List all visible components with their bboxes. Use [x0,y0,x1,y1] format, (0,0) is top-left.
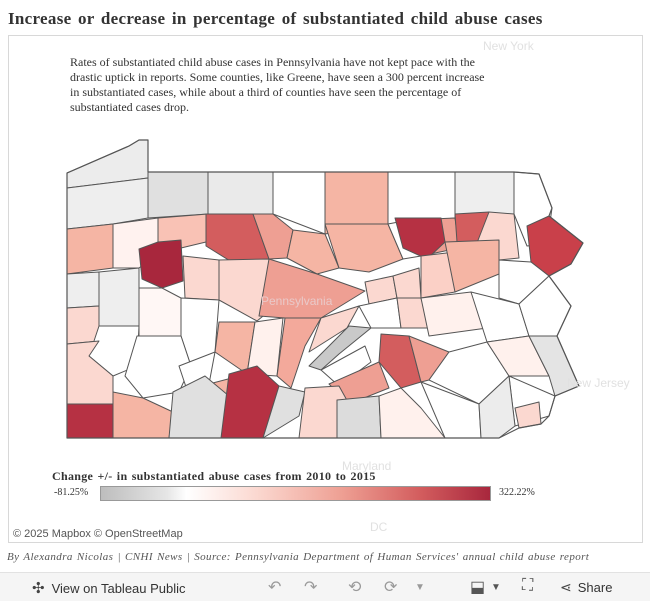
description-text: Rates of substantiated child abuse cases… [70,55,485,114]
county-fayette[interactable] [112,391,174,439]
undo-icon[interactable]: ↶ [268,579,282,596]
byline-source: By Alexandra Nicolas | CNHI News | Sourc… [7,551,590,563]
county-columbia[interactable] [392,267,422,299]
county-dauphin[interactable] [378,333,422,389]
legend-min-label: -81.25% [54,487,89,498]
county-bradford[interactable] [387,171,456,225]
county-greene[interactable] [66,403,114,439]
county-butler[interactable] [98,267,140,327]
county-york-east[interactable] [378,387,446,439]
county-huntingdon[interactable] [276,317,322,389]
county-beaver[interactable] [66,305,100,345]
refresh-dropdown-chevron-icon[interactable]: ▼ [415,582,425,593]
legend-color-ramp[interactable] [100,486,491,501]
county-mercer[interactable] [66,223,114,275]
county-mckean[interactable] [207,171,274,215]
map-label-pennsylvania: Pennsylvania [261,294,333,308]
county-susquehanna[interactable] [454,171,515,219]
refresh-icon[interactable]: ⟳ [384,579,398,596]
map-label-maryland: Maryland [342,459,392,473]
county-carbon[interactable] [444,239,500,293]
tableau-toolbar: ✣ View on Tableau Public ↶ ↷ ⟲ ⟳ ▼ ⬓ ▼ ⛶… [0,572,650,601]
legend-max-label: 322.22% [499,487,535,498]
county-snyder[interactable] [358,297,402,329]
map-attribution[interactable]: © 2025 Mapbox © OpenStreetMap [13,528,183,540]
pennsylvania-outline [66,139,584,439]
county-franklin[interactable] [262,385,306,439]
view-on-tableau-public-label: View on Tableau Public [51,580,186,596]
download-icon[interactable]: ⬓ [470,579,486,596]
revert-icon[interactable]: ⟲ [348,579,362,596]
county-map[interactable] [9,36,642,542]
county-warren[interactable] [147,171,209,219]
county-chester-south[interactable] [478,375,516,439]
county-jefferson[interactable] [182,255,220,301]
county-juniata[interactable] [308,325,372,371]
viz-title: Increase or decrease in percentage of su… [8,9,543,28]
download-dropdown-chevron-icon[interactable]: ▼ [491,582,501,593]
map-label-new-york: New York [483,39,534,53]
legend-title: Change +/- in substantiated abuse cases … [52,469,376,483]
fullscreen-icon[interactable]: ⛶ [522,577,534,594]
redo-icon[interactable]: ↷ [304,579,318,596]
view-on-tableau-public-button[interactable]: ✣ View on Tableau Public [32,579,186,597]
share-button[interactable]: ⋖ Share [560,579,612,596]
county-clinton[interactable] [286,229,340,275]
county-armstrong[interactable] [138,287,182,337]
map-canvas[interactable]: Rates of substantiated child abuse cases… [8,35,643,543]
share-icon: ⋖ [560,579,572,595]
county-lycoming[interactable] [324,223,404,273]
county-perry[interactable] [320,345,372,387]
county-clarion[interactable] [138,239,184,289]
share-label: Share [577,580,613,595]
county-lackawanna[interactable] [394,217,446,260]
county-lawrence[interactable] [66,271,100,309]
map-label-dc: DC [370,520,388,534]
tableau-logo-icon: ✣ [32,580,45,597]
county-york[interactable] [336,395,382,439]
map-label-new-jersey: New Jersey [567,376,630,390]
